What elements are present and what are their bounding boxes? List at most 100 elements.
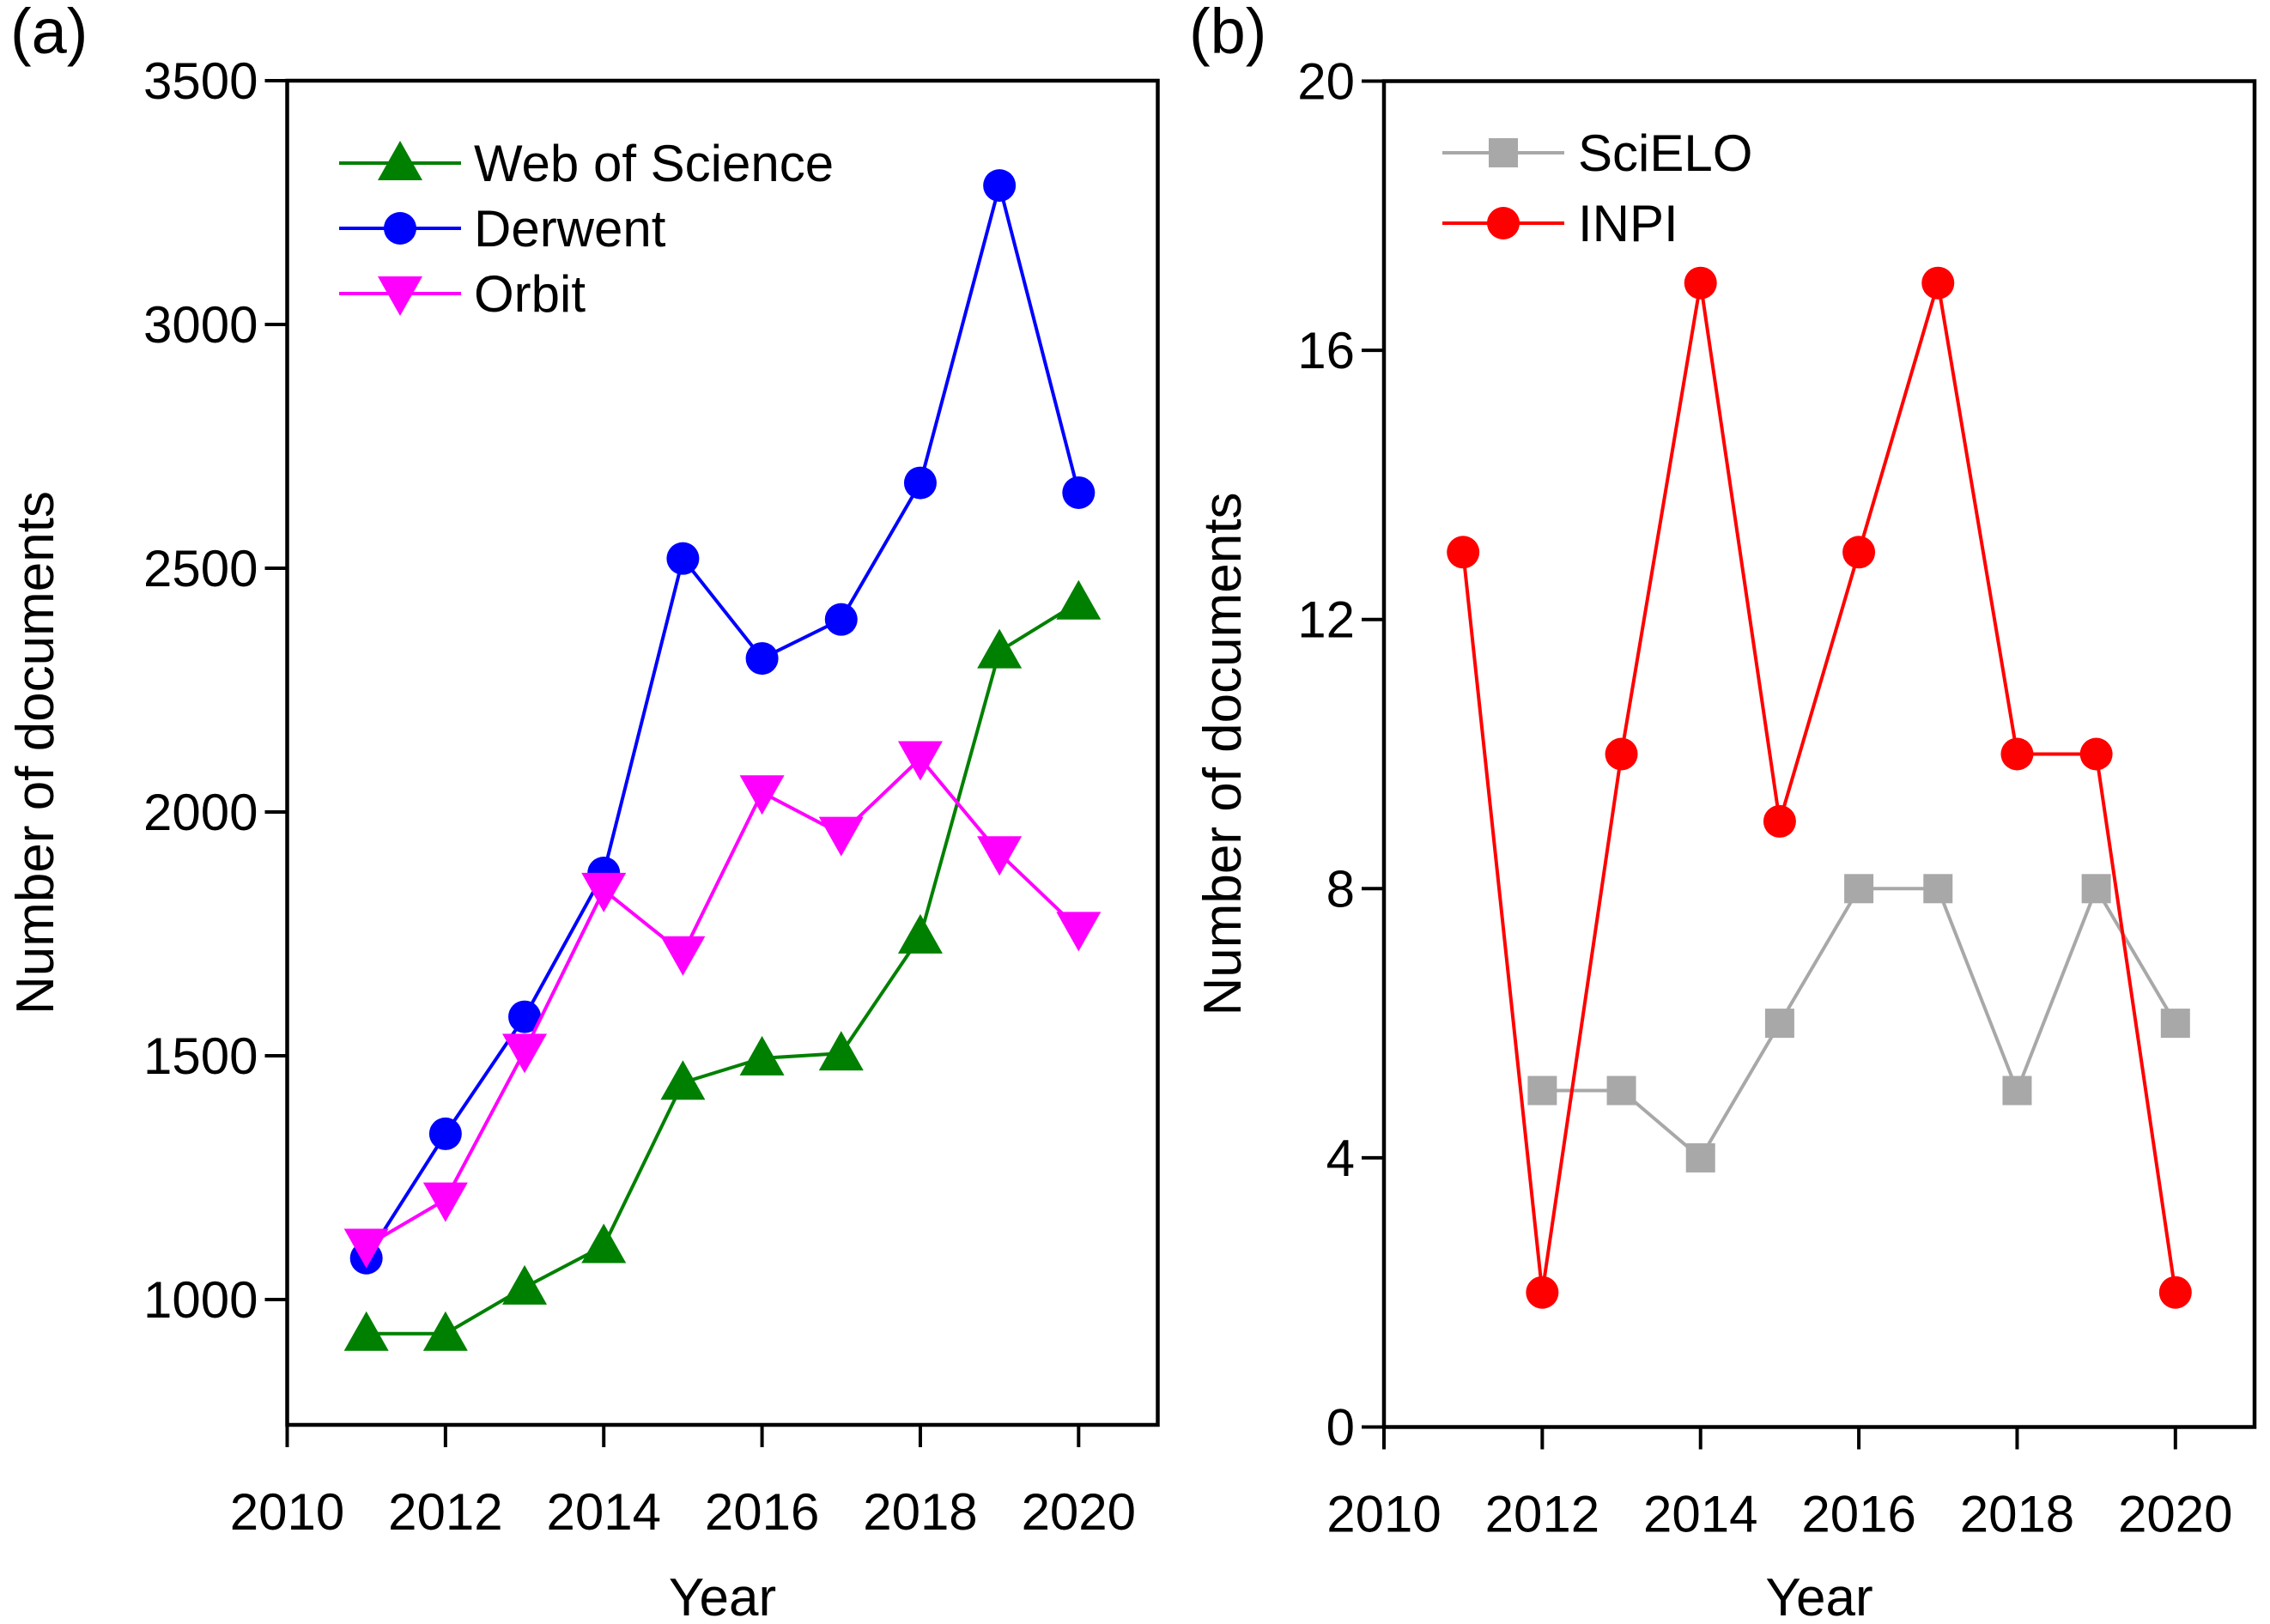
marker-orbit-2013 [502,1033,548,1074]
panel-b-x-tick-label: 2016 [1801,1486,1915,1543]
panel-b-legend: SciELO INPI [1442,124,1752,252]
marker-web-of-science-2019 [977,628,1023,669]
panel-b-y-tick-label: 20 [1297,53,1355,111]
marker-scielo-2019 [2081,874,2111,904]
panel-a: 1000 1500 2000 2500 3000 3500 2010 2012 2014 2016… [6,52,1160,1624]
marker-scielo-2013 [1606,1076,1636,1106]
marker-orbit-2011 [343,1228,389,1269]
marker-inpi-2017 [1921,266,1955,300]
legend-marker-orbit [378,276,422,316]
panel-b-y-tick-label: 8 [1326,860,1355,918]
panel-a-x-tick-label: 2020 [1022,1483,1136,1541]
marker-derwent-2018 [903,466,937,500]
marker-inpi-2020 [2158,1276,2192,1309]
marker-inpi-2018 [2000,737,2034,771]
marker-orbit-2018 [897,741,943,781]
panel-a-y-tick-label: 3000 [143,296,258,354]
panel-a-y-axis-title: Number of documents [6,491,65,1015]
series-line-inpi [1461,282,2177,1293]
legend-label-web-of-science: Web of Science [474,135,834,192]
panel-b-series-scielo [1527,874,2190,1173]
marker-scielo-2018 [2002,1076,2032,1106]
marker-orbit-2016 [739,775,785,815]
marker-derwent-2016 [745,642,779,676]
marker-derwent-2012 [428,1117,462,1150]
marker-inpi-2016 [1842,536,1876,569]
panel-a-x-tick-label: 2018 [863,1483,977,1541]
panel-a-x-tick-label: 2012 [388,1483,502,1541]
panel-b-x-axis-title: Year [1765,1568,1872,1624]
panel-a-letter: (a) [10,0,88,67]
marker-inpi-2015 [1763,804,1796,838]
marker-inpi-2011 [1447,536,1480,569]
marker-web-of-science-2020 [1056,579,1102,620]
panel-a-series-derwent [349,169,1096,1275]
marker-inpi-2019 [2079,737,2113,771]
marker-orbit-2014 [581,872,627,912]
series-line-scielo [1542,884,2177,1160]
marker-orbit-2017 [818,816,864,857]
legend-marker-scielo [1489,138,1518,167]
marker-scielo-2014 [1685,1142,1715,1173]
marker-web-of-science-2013 [502,1264,548,1305]
marker-web-of-science-2016 [739,1035,785,1076]
panel-b-x-tick-label: 2010 [1326,1486,1441,1543]
series-line-web-of-science [366,601,1080,1336]
marker-scielo-2015 [1764,1009,1794,1039]
panel-b-letter: (b) [1189,0,1267,67]
panel-b-x-tick-label: 2012 [1485,1486,1599,1543]
marker-orbit-2020 [1056,912,1102,952]
marker-web-of-science-2015 [660,1060,706,1100]
marker-web-of-science-2011 [343,1311,389,1351]
legend-marker-inpi [1487,207,1520,239]
marker-derwent-2017 [824,603,858,636]
panel-a-series-web-of-science [343,579,1102,1351]
legend-marker-web-of-science [378,141,422,180]
panel-a-y-tick-label: 1000 [143,1271,258,1329]
panel-a-x-tick-label: 2014 [546,1483,660,1541]
marker-web-of-science-2017 [818,1031,864,1071]
panel-b-y-tick-label: 4 [1326,1130,1355,1187]
marker-web-of-science-2018 [897,913,943,954]
panel-b-x-tick-label: 2018 [1960,1486,2074,1543]
panel-b-y-tick-label: 16 [1297,322,1355,379]
panel-a-x-tick-label: 2016 [705,1483,819,1541]
marker-derwent-2015 [666,542,700,575]
marker-scielo-2016 [1844,874,1874,904]
series-line-derwent [364,179,1081,1259]
marker-derwent-2013 [508,1000,542,1033]
panel-b-frame [1381,79,2257,1429]
panel-b-series-inpi [1447,266,2192,1309]
marker-derwent-2019 [983,169,1017,203]
legend-label-orbit: Orbit [474,265,586,323]
panel-b-y-tick-label: 12 [1297,591,1355,649]
marker-web-of-science-2014 [581,1223,627,1263]
marker-inpi-2014 [1684,266,1717,300]
panel-a-series-orbit [343,741,1102,1269]
marker-inpi-2012 [1526,1276,1559,1309]
panel-a-y-tick-label: 2000 [143,784,258,841]
panel-a-y-tick-label: 1500 [143,1027,258,1085]
panel-b-y-axis-title: Number of documents [1193,493,1253,1016]
marker-scielo-2012 [1527,1076,1557,1106]
panel-a-legend: Web of Science Derwent Orbit [339,135,834,323]
panel-b: 0 4 8 12 16 20 2010 2012 2014 2016 2018 2020 Year Num… [1193,53,2257,1624]
marker-scielo-2020 [2160,1009,2190,1039]
panel-a-y-tick-label: 3500 [143,52,258,110]
panel-b-x-tick-label: 2020 [2118,1486,2232,1543]
panel-a-x-tick-label: 2010 [230,1483,344,1541]
legend-label-derwent: Derwent [474,200,666,258]
marker-web-of-science-2012 [422,1311,468,1351]
panel-a-y-tick-label: 2500 [143,540,258,597]
panel-a-frame [285,78,1160,1427]
marker-orbit-2019 [977,836,1023,876]
panel-b-x-tick-label: 2014 [1643,1486,1757,1543]
marker-inpi-2013 [1605,737,1638,771]
panel-b-y-tick-label: 0 [1326,1399,1355,1457]
marker-orbit-2015 [660,936,706,976]
marker-scielo-2017 [1923,874,1953,904]
series-line-orbit [365,755,1080,1248]
panel-a-x-axis-title: Year [669,1568,776,1624]
